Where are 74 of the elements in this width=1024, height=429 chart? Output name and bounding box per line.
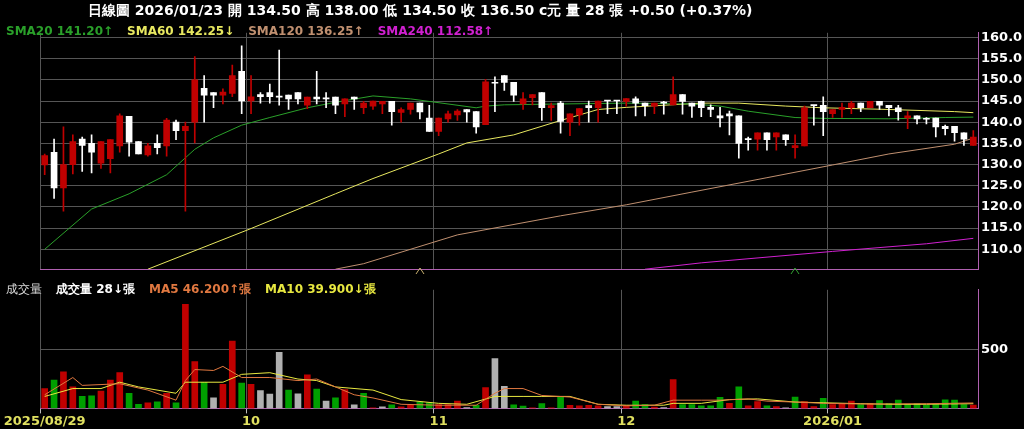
chart-title: 日線圖 2026/01/23 開 134.50 高 138.00 低 134.50 收 136.50 c元 量 28 張 +0.50 (+0.37%) — [88, 2, 753, 20]
bar — [107, 379, 114, 409]
bar — [360, 392, 367, 409]
text: SMA240 112.58↑ — [377, 24, 494, 38]
bar — [153, 401, 161, 409]
bar — [482, 387, 489, 409]
bar — [576, 405, 583, 409]
bar — [594, 405, 602, 409]
y-tick-label: 110.0 — [981, 240, 1023, 256]
text: SMA60 142.25↓ — [127, 24, 235, 38]
bar — [332, 397, 339, 409]
candlestick — [866, 101, 874, 109]
bar — [135, 403, 142, 409]
bar — [60, 371, 67, 409]
bar — [163, 392, 170, 409]
y-tick-label: 150.0 — [981, 71, 1023, 87]
bar — [313, 388, 321, 409]
bar — [585, 404, 593, 409]
bar — [172, 402, 180, 409]
bar — [754, 401, 761, 409]
bar — [538, 403, 546, 409]
bar — [78, 396, 86, 409]
bar — [707, 405, 714, 409]
y-tick-label: 155.0 — [981, 50, 1023, 66]
candlestick — [744, 136, 752, 151]
bar — [266, 393, 274, 409]
bar — [285, 389, 292, 409]
bar — [116, 372, 124, 409]
y-tick-label: 500 — [981, 341, 1009, 357]
bar — [763, 405, 771, 409]
bar — [88, 395, 95, 409]
y-tick-label: 135.0 — [981, 134, 1023, 150]
x-tick-label: 12 — [617, 412, 636, 428]
bar — [238, 382, 245, 409]
y-tick-label: 125.0 — [981, 177, 1023, 193]
y-tick-label: 115.0 — [981, 219, 1023, 235]
bar — [679, 404, 686, 409]
bar — [257, 390, 264, 409]
bar — [191, 361, 199, 409]
bar — [182, 303, 189, 409]
text: MA10 39.900↓張 — [265, 281, 376, 298]
text: SMA20 141.20↑ — [6, 24, 114, 38]
bar — [228, 340, 236, 409]
bar — [773, 406, 780, 409]
bar — [557, 397, 564, 409]
annotation: 成交量 28↓張 — [56, 281, 135, 298]
y-tick-label: 120.0 — [981, 198, 1023, 214]
candlestick — [810, 104, 818, 126]
bar — [726, 403, 733, 409]
y-tick-label: 140.0 — [981, 113, 1023, 129]
bar — [210, 397, 217, 409]
bar — [829, 404, 836, 409]
candlestick — [275, 49, 283, 106]
bar — [744, 405, 752, 409]
y-tick-label: 160.0 — [981, 28, 1023, 44]
y-axis-title: 成交量 — [6, 281, 42, 298]
bar — [500, 385, 508, 409]
bar — [144, 402, 152, 409]
text: SMA120 136.25↑ — [248, 24, 364, 38]
bar — [604, 406, 611, 409]
bar — [304, 374, 311, 409]
x-tick-label: 2026/01 — [803, 412, 863, 428]
x-tick-label: 11 — [429, 412, 448, 428]
x-tick-label: 10 — [242, 412, 261, 428]
y-tick-label: 145.0 — [981, 92, 1023, 108]
bar — [275, 351, 283, 409]
y-tick-label: 130.0 — [981, 155, 1023, 171]
bar — [923, 404, 930, 409]
bar — [697, 405, 705, 409]
text: MA5 46.200↑張 — [148, 281, 252, 298]
bar — [41, 388, 49, 409]
x-tick-label: 2025/08/29 — [3, 412, 86, 428]
bar — [407, 404, 414, 409]
bar — [735, 386, 743, 409]
